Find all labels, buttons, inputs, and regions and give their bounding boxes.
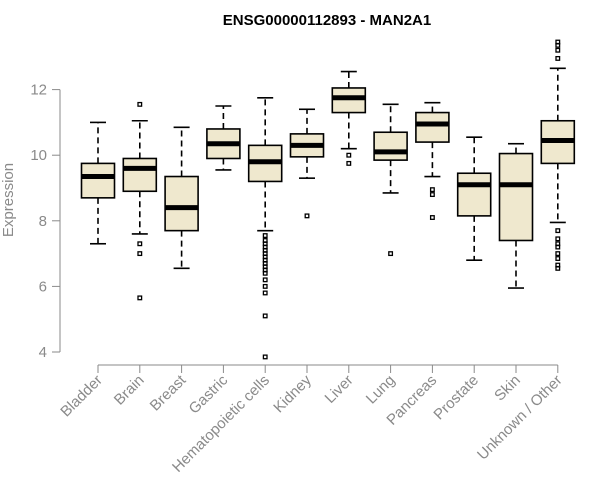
outlier-point [137, 251, 143, 257]
outlier-point [262, 233, 268, 239]
outlier-point [262, 270, 268, 276]
box-group [206, 105, 241, 171]
y-tick-label: 4 [39, 344, 47, 361]
y-tick-label: 6 [39, 278, 47, 295]
outlier-point [137, 295, 143, 301]
x-tick-label: Prostate [430, 372, 482, 424]
chart-title: ENSG00000112893 - MAN2A1 [223, 12, 431, 29]
box-group [164, 126, 199, 270]
outlier-point [262, 290, 268, 296]
outlier-point [429, 187, 435, 193]
outlier-point [262, 313, 268, 319]
box [456, 172, 492, 217]
x-tick-label: Breast [147, 371, 190, 414]
x-tick-label: Lung [363, 372, 399, 408]
outlier-point [137, 101, 143, 107]
box-group [415, 101, 450, 220]
outlier-point [555, 55, 561, 61]
outlier-point [346, 160, 352, 166]
box [80, 162, 116, 199]
box-group [540, 39, 576, 271]
box [164, 175, 199, 232]
box-group [289, 108, 325, 219]
box [415, 111, 450, 143]
box-group [331, 70, 367, 166]
outlier-point [388, 251, 394, 257]
box [373, 131, 408, 161]
outlier-point [304, 213, 310, 219]
outlier-point [555, 42, 561, 48]
plot-area [80, 39, 576, 360]
y-tick-label: 8 [39, 213, 47, 230]
outlier-point [555, 251, 561, 257]
outlier-point [429, 192, 435, 198]
outlier-point [555, 47, 561, 53]
box-group [373, 103, 408, 257]
outlier-point [555, 236, 561, 242]
y-tick-label: 12 [30, 82, 47, 99]
box-group [498, 142, 534, 289]
box [122, 157, 158, 193]
outlier-point [429, 215, 435, 220]
box-group [456, 136, 492, 261]
x-tick-label: Bladder [57, 372, 106, 421]
outlier-point [555, 244, 561, 250]
x-tick-label: Brain [111, 372, 148, 409]
x-tick-label: Liver [322, 372, 357, 407]
x-tick-label: Skin [491, 372, 524, 405]
box-group [122, 101, 158, 301]
y-tick-label: 10 [30, 147, 47, 164]
y-axis: 4 6 8 10 12 [30, 82, 61, 361]
outlier-point [555, 265, 561, 271]
y-axis-label: Expression [0, 163, 17, 237]
box [498, 152, 534, 242]
box-group [247, 97, 283, 360]
outlier-point [262, 354, 268, 360]
outlier-point [137, 241, 143, 247]
outlier-point [346, 152, 352, 158]
outlier-point [262, 283, 268, 289]
outlier-point [555, 228, 561, 234]
box-group [80, 121, 116, 245]
outlier-point [555, 256, 561, 261]
x-tick-label: Kidney [270, 371, 315, 416]
outlier-point [262, 277, 268, 283]
